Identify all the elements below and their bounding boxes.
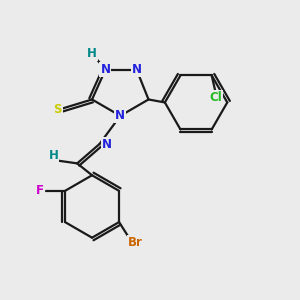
Text: Cl: Cl: [210, 91, 223, 104]
Text: Br: Br: [128, 236, 143, 249]
Text: H: H: [49, 149, 58, 162]
Text: N: N: [115, 109, 125, 122]
Text: S: S: [54, 103, 62, 116]
Text: N: N: [100, 63, 110, 76]
Text: N: N: [132, 63, 142, 76]
Text: H: H: [87, 47, 97, 60]
Text: F: F: [36, 184, 44, 197]
Text: N: N: [102, 138, 112, 151]
